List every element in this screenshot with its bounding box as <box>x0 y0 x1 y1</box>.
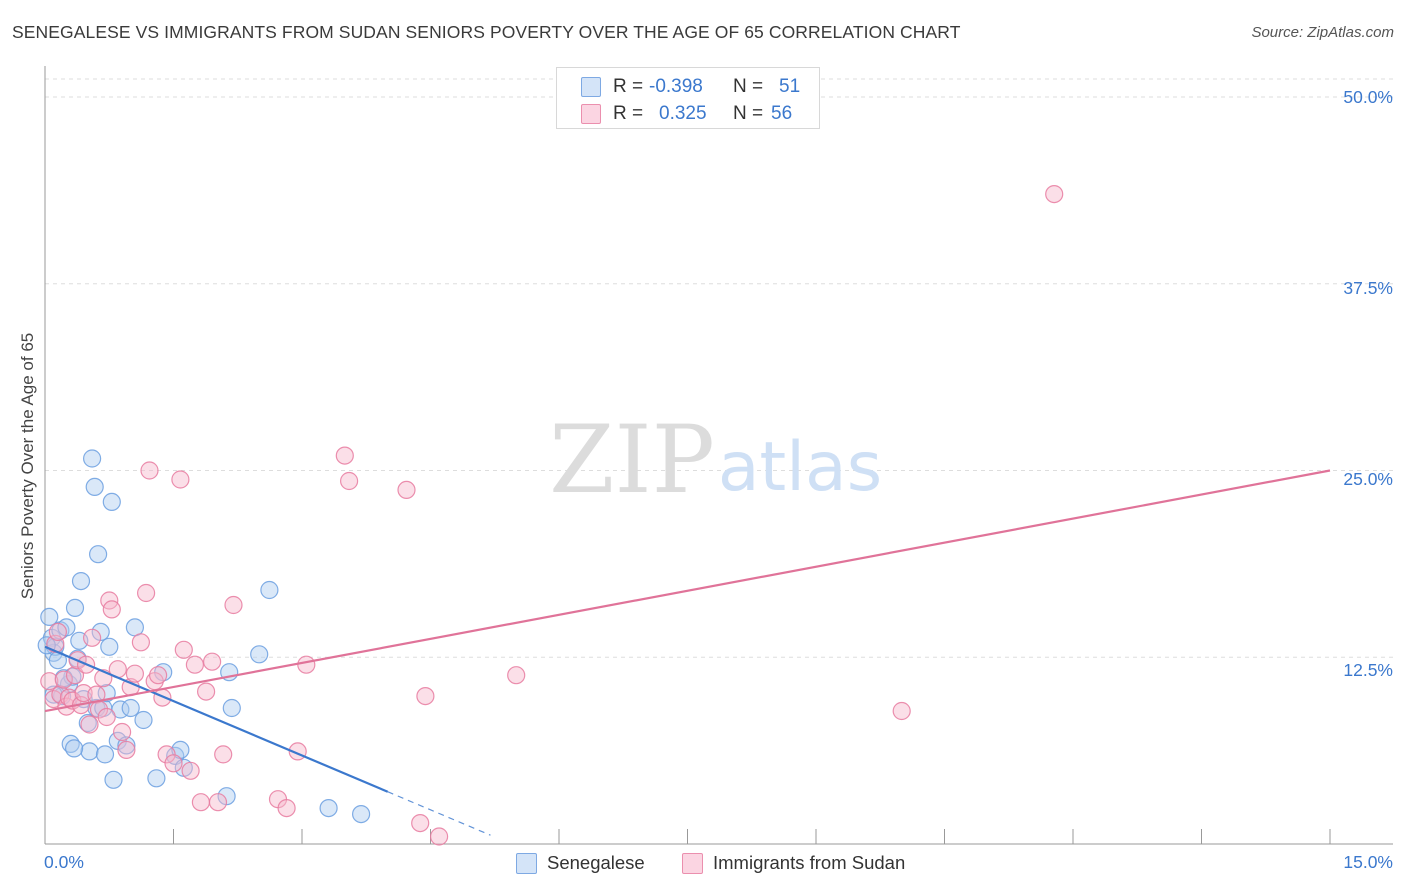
sudan-point <box>197 682 216 701</box>
legend-n-value: 51 <box>779 76 801 97</box>
senegalese-point <box>85 477 104 496</box>
trend-lines <box>44 469 1331 836</box>
sudan-point <box>112 722 132 742</box>
source-label: Source: ZipAtlas.com <box>1251 24 1394 41</box>
watermark: ZIP atlas <box>549 406 882 515</box>
y-tick-label: 12.5% <box>1343 660 1393 680</box>
sudan-point <box>297 655 316 674</box>
trendline-senegalese <box>44 645 389 793</box>
y-tick-label: 25.0% <box>1343 469 1393 489</box>
bottom-legend-swatch-sudan <box>682 853 703 874</box>
senegalese-point <box>352 804 371 824</box>
senegalese-point <box>147 769 166 788</box>
bottom-legend-label: Senegalese <box>547 852 645 873</box>
senegalese-point <box>88 545 108 564</box>
axes <box>44 66 1393 845</box>
sudan-point <box>102 600 121 619</box>
senegalese-point <box>134 710 153 730</box>
sudan-point <box>82 628 102 647</box>
sudan-point <box>411 813 430 833</box>
legend-r-label: R = <box>613 76 644 97</box>
senegalese-point <box>80 742 99 761</box>
sudan-point <box>181 761 200 780</box>
sudan-point <box>40 672 59 691</box>
sudan-point <box>117 740 136 760</box>
sudan-point <box>430 827 449 846</box>
sudan-point <box>131 633 150 652</box>
senegalese-point <box>117 736 136 755</box>
sudan-point <box>48 622 68 642</box>
sudan-point <box>397 480 416 499</box>
legend-r-label: R = <box>613 103 644 124</box>
data-points <box>37 185 1064 846</box>
x-tick-label-min: 0.0% <box>44 852 84 872</box>
senegalese-point <box>250 645 269 664</box>
legend-swatch-senegalese <box>581 77 601 97</box>
sudan-point <box>203 652 222 671</box>
sudan-point <box>892 701 911 721</box>
x-tick-label-max: 15.0% <box>1343 852 1393 872</box>
correlation-legend: R = -0.398 N = 51 R = 0.325 N = 56 <box>556 67 820 129</box>
sudan-point <box>335 446 354 465</box>
senegalese-point <box>104 770 123 789</box>
y-tick-label: 37.5% <box>1343 278 1393 298</box>
senegalese-point <box>100 637 119 656</box>
watermark-zip: ZIP <box>549 406 715 515</box>
sudan-point <box>1045 185 1064 204</box>
sudan-point <box>416 686 435 706</box>
sudan-point <box>185 655 204 674</box>
sudan-point <box>171 470 190 489</box>
trendline-sudan <box>44 469 1331 713</box>
legend-n-label: N = <box>733 76 764 97</box>
sudan-point <box>164 754 183 773</box>
sudan-point <box>87 685 106 704</box>
sudan-point <box>277 798 296 818</box>
senegalese-point <box>95 745 115 764</box>
sudan-point <box>65 666 85 685</box>
sudan-point <box>149 666 168 685</box>
senegalese-point <box>57 618 76 637</box>
legend-r-value: -0.398 <box>649 76 703 97</box>
bottom-legend-swatch-senegalese <box>516 853 537 874</box>
sudan-point <box>54 670 73 689</box>
sudan-point <box>80 715 99 734</box>
y-tick-label: 50.0% <box>1343 87 1393 107</box>
senegalese-point <box>40 607 59 627</box>
watermark-atlas: atlas <box>718 428 882 507</box>
senegalese-point <box>65 598 85 618</box>
y-axis-label: Seniors Poverty Over the Age of 65 <box>18 332 37 600</box>
senegalese-point <box>102 492 121 511</box>
sudan-point <box>214 745 233 764</box>
senegalese-point <box>71 571 91 591</box>
senegalese-point <box>44 685 63 704</box>
legend-r-value: 0.325 <box>659 103 707 124</box>
trendline-senegalese-extension <box>387 791 491 836</box>
senegalese-point <box>319 798 338 818</box>
senegalese-point <box>260 580 279 600</box>
sudan-point <box>191 793 210 812</box>
legend-swatch-sudan <box>581 104 601 124</box>
senegalese-point <box>222 698 241 718</box>
sudan-point <box>140 461 159 480</box>
sudan-point <box>174 640 193 659</box>
bottom-legend-label: Immigrants from Sudan <box>713 852 906 873</box>
legend-n-value: 56 <box>771 103 793 124</box>
senegalese-point <box>82 449 102 468</box>
grid-lines <box>45 78 1393 658</box>
senegalese-point <box>121 698 140 718</box>
sudan-point <box>97 707 116 727</box>
senegalese-point <box>64 739 84 758</box>
chart-title: SENEGALESE VS IMMIGRANTS FROM SUDAN SENI… <box>12 22 961 42</box>
sudan-point <box>224 595 243 615</box>
sudan-point <box>340 471 359 491</box>
sudan-point <box>137 583 156 603</box>
legend-n-label: N = <box>733 103 764 124</box>
sudan-point <box>208 793 228 812</box>
sudan-point <box>507 666 526 685</box>
sudan-point <box>125 664 144 683</box>
